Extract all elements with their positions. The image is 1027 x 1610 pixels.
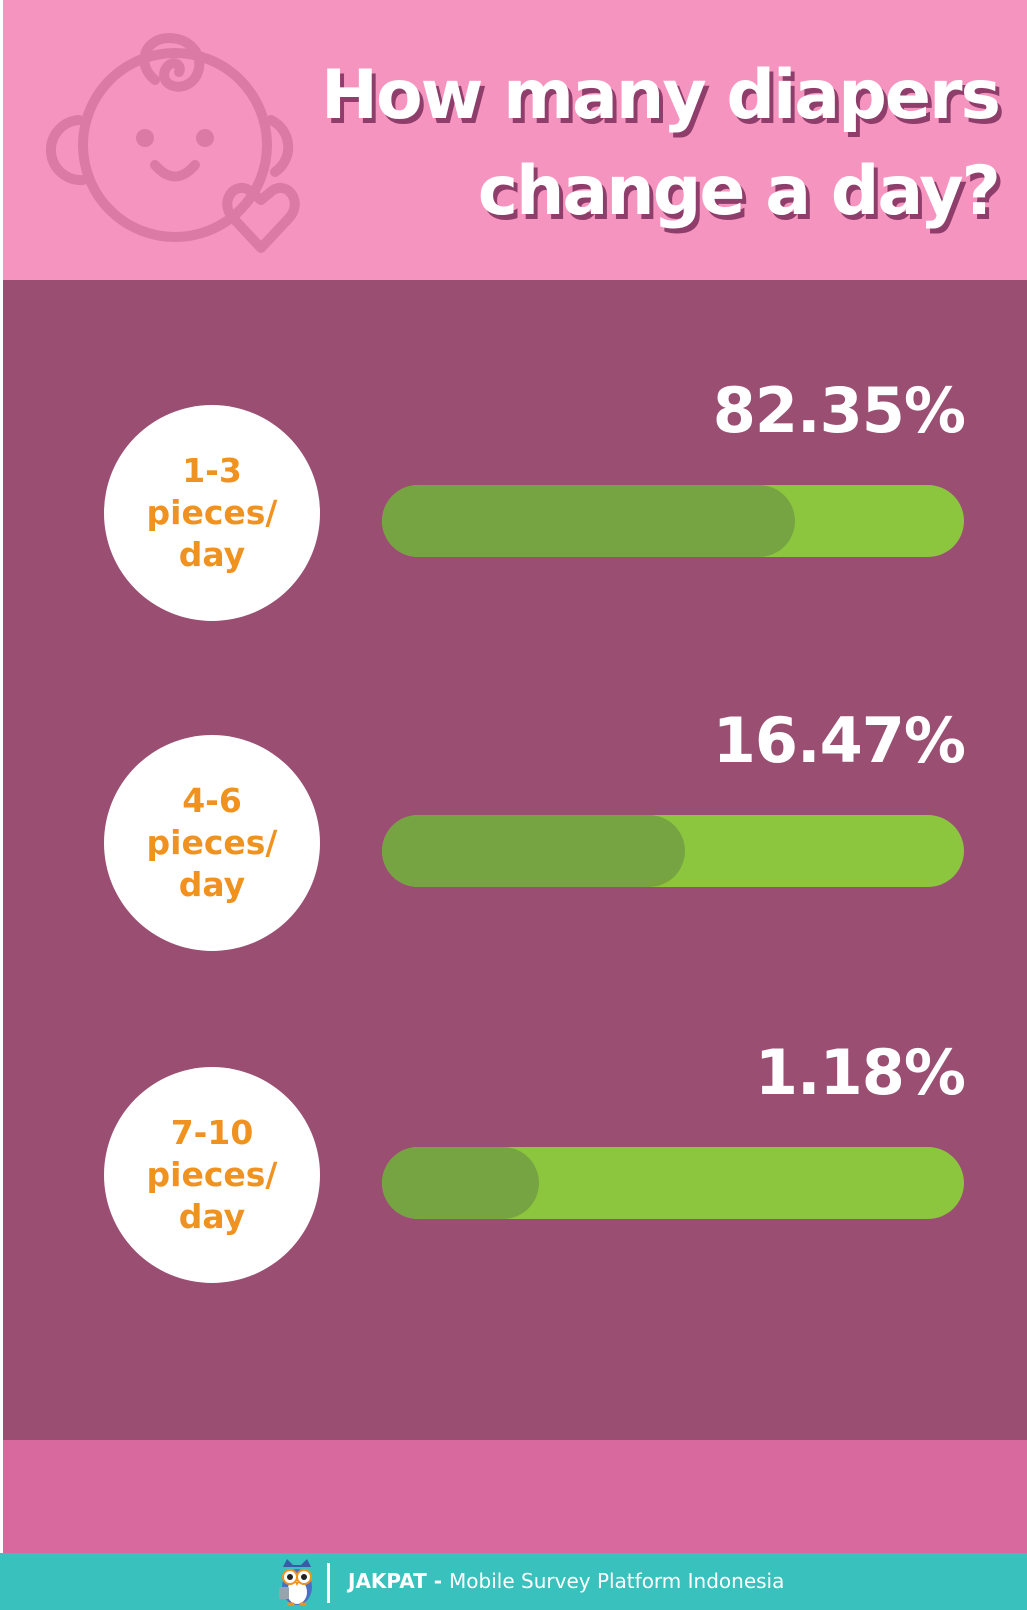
title-line-2: change a day?	[477, 152, 1001, 231]
chart-panel: 1-3 pieces/ day 82.35% 4-6 pieces/ day 1…	[3, 280, 1027, 1440]
category-label: 4-6 pieces/ day	[127, 780, 297, 906]
category-label-line: pieces/	[146, 493, 278, 532]
footer-separator: -	[426, 1569, 450, 1593]
owl-mascot-icon	[279, 1559, 312, 1606]
bar-fill	[382, 1147, 539, 1219]
footer-tagline: Mobile Survey Platform Indonesia	[449, 1569, 785, 1593]
chart-row-1-3: 1-3 pieces/ day 82.35%	[3, 374, 1027, 625]
footer-brand: JAKPAT	[348, 1569, 427, 1593]
baby-face-heart-icon	[45, 33, 300, 253]
footer-divider	[327, 1563, 330, 1603]
category-label-line: day	[178, 865, 246, 904]
category-label: 1-3 pieces/ day	[127, 450, 297, 576]
value-label: 1.18%	[754, 1036, 966, 1109]
category-label-line: 1-3	[182, 451, 242, 490]
bar-track	[382, 485, 964, 557]
category-circle: 4-6 pieces/ day	[104, 735, 320, 951]
bar-track	[382, 815, 964, 887]
value-label: 82.35%	[712, 374, 966, 447]
category-label-line: day	[178, 535, 246, 574]
category-label-line: pieces/	[146, 1155, 278, 1194]
bar-fill	[382, 815, 685, 887]
category-label-line: day	[178, 1197, 246, 1236]
footer: JAKPAT - Mobile Survey Platform Indonesi…	[0, 1553, 1027, 1610]
title-line-1: How many diapers	[321, 56, 1001, 135]
category-label: 7-10 pieces/ day	[127, 1112, 297, 1238]
category-label-line: pieces/	[146, 823, 278, 862]
chart-row-4-6: 4-6 pieces/ day 16.47%	[3, 704, 1027, 955]
value-label: 16.47%	[712, 704, 966, 777]
footer-band	[3, 1440, 1027, 1553]
category-label-line: 7-10	[170, 1113, 254, 1152]
category-label-line: 4-6	[182, 781, 242, 820]
page-title: How many diapers change a day?	[321, 48, 1001, 240]
bar-track	[382, 1147, 964, 1219]
chart-row-7-10: 7-10 pieces/ day 1.18%	[3, 1036, 1027, 1287]
bar-fill	[382, 485, 795, 557]
category-circle: 7-10 pieces/ day	[104, 1067, 320, 1283]
category-circle: 1-3 pieces/ day	[104, 405, 320, 621]
footer-credit: JAKPAT - Mobile Survey Platform Indonesi…	[348, 1567, 784, 1595]
header-banner: How many diapers change a day?	[3, 0, 1027, 280]
